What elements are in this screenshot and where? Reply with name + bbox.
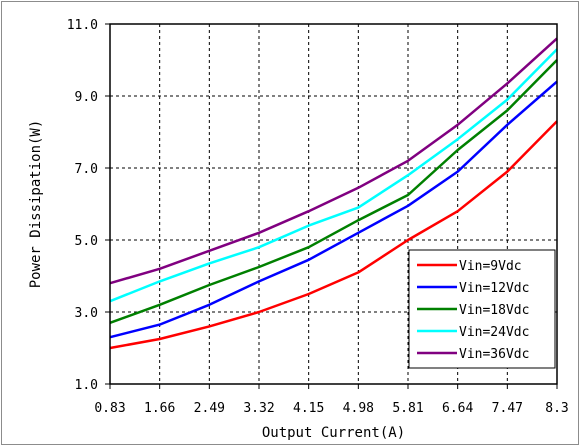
legend-label: Vin=36Vdc [459,347,529,362]
y-tick-label: 3.0 [75,306,98,321]
y-axis-label: Power Dissipation(W) [28,120,44,289]
legend-label: Vin=9Vdc [459,259,522,274]
y-tick-label: 5.0 [75,234,98,249]
y-tick-label: 9.0 [75,90,98,105]
x-tick-label: 5.81 [392,401,423,416]
x-tick-label: 2.49 [194,401,225,416]
x-tick-label: 7.47 [492,401,523,416]
x-axis-label: Output Current(A) [262,425,405,441]
series-line-2 [109,80,558,339]
x-tick-label: 1.66 [144,401,175,416]
x-axis-ticks: 0.83 1.66 2.49 3.32 4.15 4.98 5.81 6.64 7.47 8.3 [94,384,569,416]
legend-label: Vin=18Vdc [459,303,529,318]
y-axis-ticks: 1.0 3.0 5.0 7.0 9.0 11.0 [67,18,110,393]
series-line-3 [109,59,558,324]
legend: Vin=9Vdc Vin=12Vdc Vin=18Vdc Vin=24Vdc Vin=3… [408,249,556,369]
legend-label: Vin=12Vdc [459,281,529,296]
series-line-5 [109,37,558,285]
series-line-1 [109,120,558,350]
y-tick-label: 7.0 [75,162,98,177]
x-tick-label: 8.3 [545,401,568,416]
plot-area-border [109,23,558,385]
x-tick-label: 0.83 [94,401,125,416]
series-lines [109,37,558,350]
y-tick-label: 1.0 [75,378,98,393]
x-tick-label: 4.98 [343,401,374,416]
x-tick-label: 4.15 [293,401,324,416]
series-line-4 [109,48,558,303]
legend-label: Vin=24Vdc [459,325,529,340]
x-tick-label: 3.32 [243,401,274,416]
x-tick-label: 6.64 [442,401,473,416]
y-tick-label: 11.0 [67,18,98,33]
